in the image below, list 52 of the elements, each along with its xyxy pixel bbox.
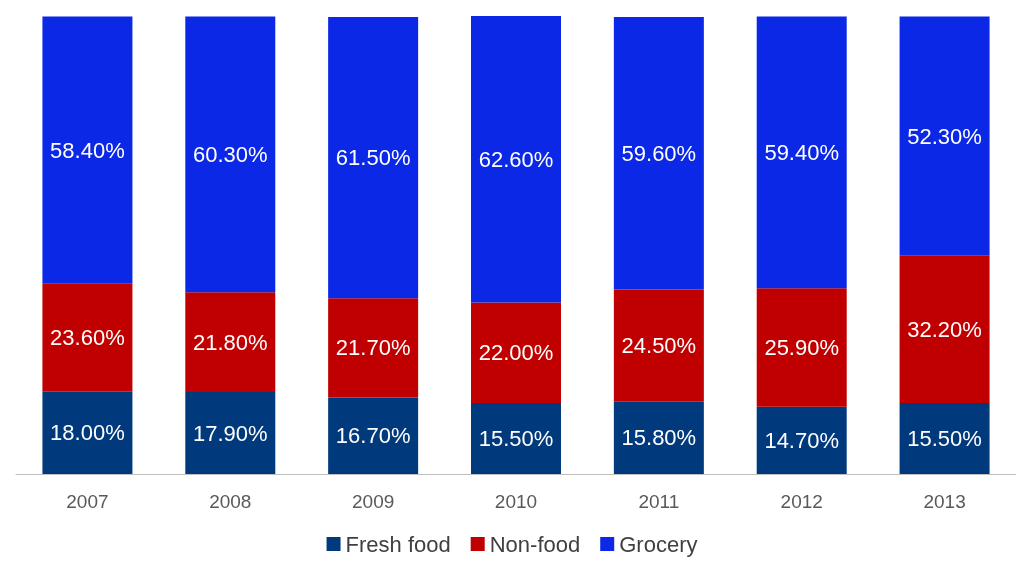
data-label: 21.70%	[335, 335, 411, 361]
data-label: 22.00%	[478, 340, 554, 366]
data-label: 21.80%	[192, 329, 268, 355]
bar	[899, 403, 990, 474]
bar	[328, 298, 419, 398]
data-label: 23.60%	[50, 325, 125, 351]
x-tick-label: 2010	[494, 491, 538, 512]
bar	[756, 406, 847, 474]
data-label: 25.90%	[764, 334, 840, 360]
data-label: 61.50%	[335, 145, 411, 171]
bar	[899, 16, 990, 256]
bar	[42, 283, 133, 392]
bar	[471, 302, 561, 404]
data-label: 32.20%	[907, 316, 982, 342]
bar	[42, 16, 133, 284]
bar	[899, 255, 990, 404]
bar	[471, 403, 561, 474]
x-tick-label: 2012	[780, 491, 823, 512]
bar	[613, 289, 704, 402]
bar	[42, 391, 133, 474]
legend-label: Non-food	[489, 531, 581, 557]
bar	[185, 292, 276, 393]
bar	[756, 288, 847, 407]
data-label: 58.40%	[50, 137, 125, 163]
data-label: 15.50%	[907, 426, 982, 452]
data-label: 62.60%	[478, 146, 554, 172]
x-tick-label: 2013	[923, 491, 966, 512]
data-label: 15.80%	[621, 425, 697, 451]
bar	[328, 16, 419, 299]
bar	[185, 16, 276, 293]
legend-label: Fresh food	[345, 531, 451, 557]
x-tick-label: 2009	[352, 491, 395, 512]
bar	[756, 16, 847, 289]
bar	[328, 397, 419, 474]
bar	[185, 392, 276, 474]
x-tick-label: 2011	[638, 491, 680, 512]
legend-label: Grocery	[619, 531, 698, 557]
data-label: 18.00%	[50, 420, 125, 446]
data-label: 59.60%	[621, 140, 697, 166]
bar	[613, 16, 704, 290]
data-label: 14.70%	[764, 427, 840, 453]
data-label: 15.50%	[478, 426, 554, 452]
data-label: 17.90%	[192, 420, 268, 446]
data-label: 16.70%	[335, 423, 411, 449]
x-tick-label: 2007	[66, 491, 109, 512]
bar	[613, 401, 704, 474]
data-label: 59.40%	[764, 139, 840, 165]
bar	[471, 16, 561, 303]
x-tick-label: 2008	[209, 491, 252, 512]
data-label: 60.30%	[192, 141, 268, 167]
data-label: 52.30%	[907, 123, 982, 149]
data-label: 24.50%	[621, 333, 697, 359]
